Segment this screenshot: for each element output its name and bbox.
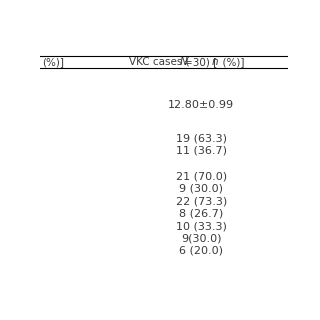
Text: (%)]: (%)]	[216, 57, 245, 67]
Text: 10 (33.3): 10 (33.3)	[176, 221, 227, 231]
Text: VKC cases (: VKC cases (	[129, 57, 190, 67]
Text: 22 (73.3): 22 (73.3)	[176, 196, 227, 206]
Text: N: N	[180, 57, 188, 67]
Text: (%)]: (%)]	[43, 57, 64, 67]
Text: 9 (30.0): 9 (30.0)	[179, 184, 223, 194]
Text: 9(30.0): 9(30.0)	[181, 234, 221, 244]
Text: 12.80±0.99: 12.80±0.99	[168, 100, 234, 110]
Text: 6 (20.0): 6 (20.0)	[179, 246, 223, 256]
Text: 8 (26.7): 8 (26.7)	[179, 209, 223, 219]
Text: =30) [: =30) [	[184, 57, 218, 67]
Text: n: n	[212, 57, 219, 67]
Text: 11 (36.7): 11 (36.7)	[176, 146, 227, 156]
Text: 19 (63.3): 19 (63.3)	[176, 133, 227, 143]
Text: 21 (70.0): 21 (70.0)	[176, 172, 227, 181]
